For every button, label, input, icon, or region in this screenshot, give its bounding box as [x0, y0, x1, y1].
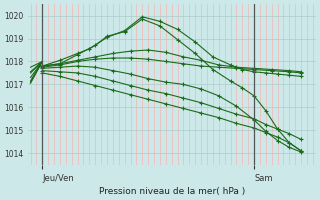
X-axis label: Pression niveau de la mer( hPa ): Pression niveau de la mer( hPa )	[99, 187, 245, 196]
